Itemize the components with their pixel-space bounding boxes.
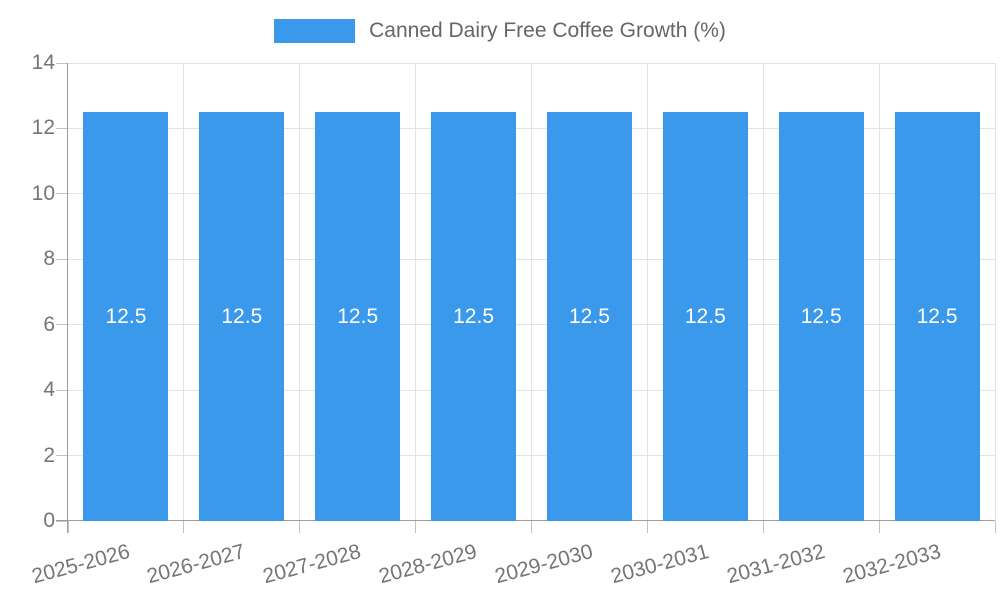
y-tick — [56, 389, 68, 391]
bar-value-label: 12.5 — [916, 304, 958, 328]
y-tick-label: 2 — [43, 443, 55, 467]
bar[interactable]: 12.5 — [315, 112, 401, 521]
bar-value-label: 12.5 — [337, 304, 379, 328]
legend-swatch — [274, 19, 356, 43]
y-tick — [56, 62, 68, 64]
bar[interactable]: 12.5 — [546, 112, 632, 521]
y-tick-label: 0 — [43, 509, 55, 532]
x-tick — [67, 521, 69, 533]
x-tick — [415, 521, 417, 533]
bar-value-label: 12.5 — [221, 304, 263, 328]
y-tick-label: 10 — [31, 181, 55, 205]
y-tick-label: 14 — [31, 51, 55, 74]
legend-label: Canned Dairy Free Coffee Growth (%) — [369, 19, 726, 42]
y-axis-line — [67, 63, 68, 533]
x-tick-label: 2032-2033 — [840, 540, 944, 589]
y-tick-label: 4 — [43, 378, 55, 402]
x-tick-label: 2025-2026 — [28, 540, 132, 589]
y-tick — [56, 193, 68, 195]
bar[interactable]: 12.5 — [83, 112, 169, 521]
x-gridline — [994, 63, 996, 521]
y-tick-label: 8 — [43, 247, 55, 271]
bar-value-label: 12.5 — [453, 304, 494, 328]
y-tick — [56, 520, 68, 522]
bar[interactable]: 12.5 — [199, 112, 285, 521]
x-tick — [646, 521, 648, 533]
bar[interactable]: 12.5 — [662, 112, 748, 521]
x-gridline — [531, 63, 532, 521]
x-tick — [299, 521, 301, 533]
bar-value-label: 12.5 — [569, 304, 610, 328]
x-tick — [994, 521, 996, 533]
legend-item[interactable]: Canned Dairy Free Coffee Growth (%) — [274, 18, 726, 44]
bar-value-label: 12.5 — [684, 304, 726, 328]
x-tick-label: 2027-2028 — [260, 540, 364, 589]
y-tick-label: 6 — [43, 312, 55, 336]
x-tick-label: 2031-2032 — [724, 540, 828, 589]
y-tick — [56, 127, 68, 129]
bar-value-label: 12.5 — [800, 304, 842, 328]
x-gridline — [299, 63, 301, 521]
y-tick-label: 12 — [31, 116, 55, 140]
x-tick — [531, 521, 532, 533]
x-gridline — [183, 63, 185, 521]
x-gridline — [415, 63, 417, 521]
x-tick-label: 2028-2029 — [376, 540, 480, 589]
bar[interactable]: 12.5 — [431, 112, 517, 521]
x-gridline — [646, 63, 648, 521]
y-tick — [56, 455, 68, 457]
bar[interactable]: 12.5 — [778, 112, 864, 521]
x-tick-label: 2026-2027 — [144, 540, 248, 589]
y-tick — [56, 258, 68, 260]
chart-legend: Canned Dairy Free Coffee Growth (%) — [0, 18, 1000, 44]
x-axis-line — [56, 520, 995, 521]
x-tick — [878, 521, 880, 533]
x-tick-label: 2030-2031 — [608, 540, 712, 589]
bar-value-label: 12.5 — [105, 304, 147, 328]
x-tick-label: 2029-2030 — [492, 540, 596, 589]
x-gridline — [762, 63, 764, 521]
x-tick — [183, 521, 185, 533]
bar[interactable]: 12.5 — [894, 112, 980, 521]
x-gridline — [878, 63, 880, 521]
x-tick — [762, 521, 764, 533]
y-tick — [56, 324, 68, 326]
